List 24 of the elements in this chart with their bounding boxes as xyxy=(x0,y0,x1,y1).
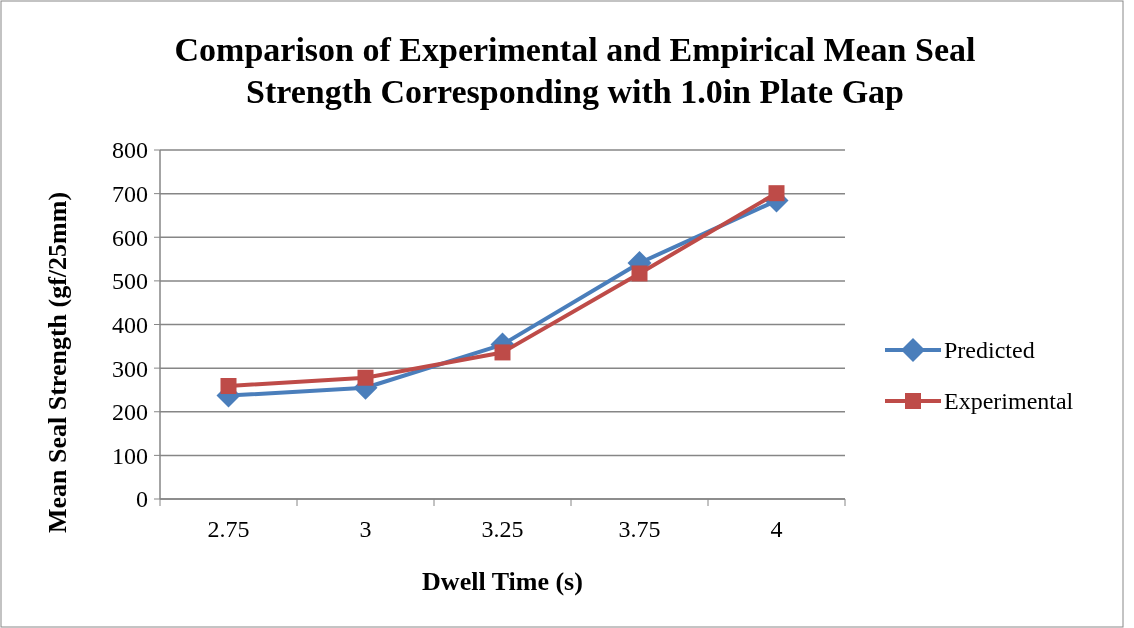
y-tick-label: 300 xyxy=(112,355,148,382)
y-tick-label: 400 xyxy=(112,311,148,338)
x-tick-label: 4 xyxy=(770,516,783,542)
point xyxy=(220,378,237,395)
x-tick-label: 2.75 xyxy=(207,516,250,542)
x-tick-label: 3 xyxy=(359,516,372,542)
y-tick-label: 0 xyxy=(136,486,148,513)
point xyxy=(494,344,511,361)
x-tick-label: 3.75 xyxy=(618,516,661,542)
y-axis-title: Mean Seal Strength (gf/25mm) xyxy=(43,191,72,534)
point xyxy=(768,185,785,202)
y-tick-label: 600 xyxy=(112,224,148,251)
y-tick-label: 500 xyxy=(112,268,148,295)
y-tick-label: 100 xyxy=(112,442,148,469)
point xyxy=(357,369,374,386)
x-tick-label: 3.25 xyxy=(481,516,524,542)
chart-title: Comparison of Experimental and Empirical Mean Seal Strength Corresponding with 1.0in Plate Gap xyxy=(174,31,976,110)
y-tick-label: 800 xyxy=(112,137,148,164)
legend-label: Experimental xyxy=(944,388,1074,415)
y-tick-label: 200 xyxy=(112,399,148,426)
point xyxy=(631,265,648,282)
legend-label: Predicted xyxy=(944,337,1035,364)
y-tick-label: 700 xyxy=(112,181,148,208)
x-axis-title: Dwell Time (s) xyxy=(422,567,583,596)
